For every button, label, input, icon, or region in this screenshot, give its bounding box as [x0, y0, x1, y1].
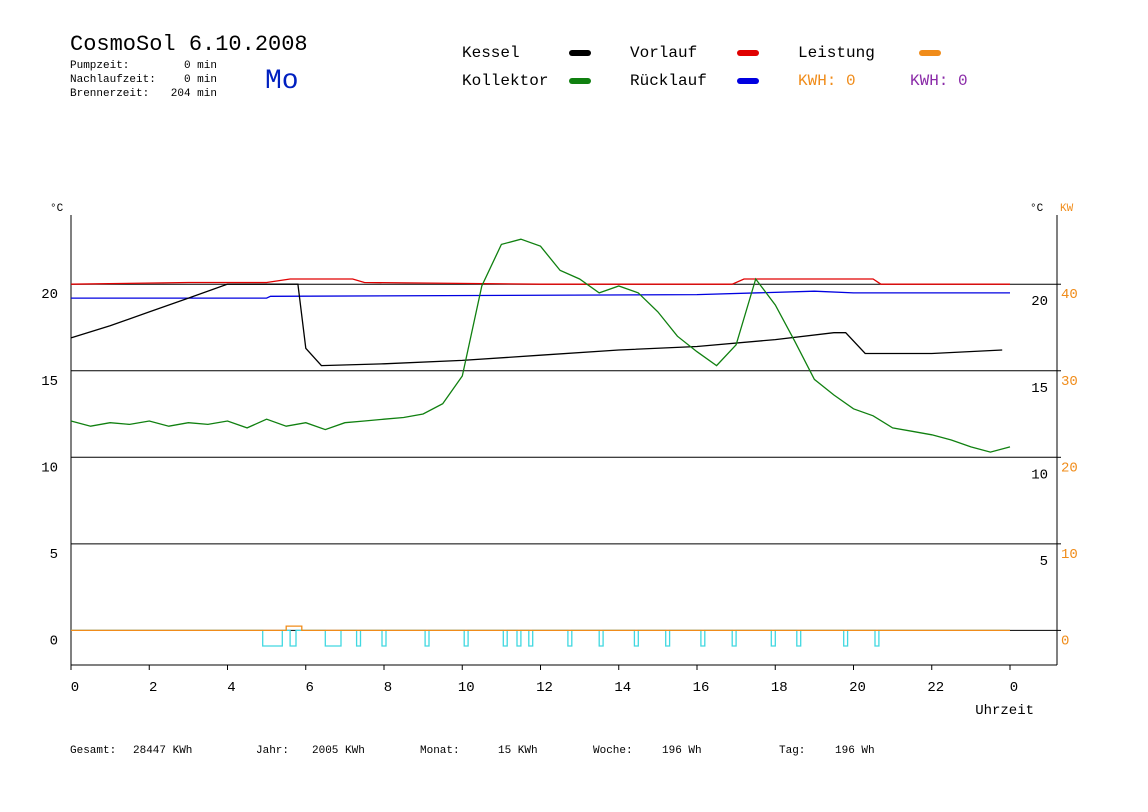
x-tick-label: 0: [71, 680, 79, 696]
legend-label: Kollektor: [462, 72, 548, 90]
title: CosmoSol 6.10.2008: [70, 32, 308, 57]
x-tick-label: 10: [458, 680, 475, 696]
legend-label: Leistung: [798, 44, 875, 62]
footer-label: Monat:: [420, 745, 460, 757]
footer-label: Tag:: [779, 745, 805, 757]
x-tick-label: 14: [614, 680, 631, 696]
y-tick-label: 5: [50, 547, 58, 563]
legend-label: Rücklauf: [630, 72, 707, 90]
x-tick-label: 0: [1010, 680, 1018, 696]
series-line: [70, 238, 1011, 453]
y-tick-label: 15: [41, 374, 58, 390]
x-tick-label: 16: [693, 680, 710, 696]
legend-label: Vorlauf: [630, 44, 697, 62]
series-line: [70, 283, 1003, 367]
y2-tick-label: 10: [1061, 547, 1078, 563]
info-label: Nachlaufzeit:: [70, 74, 156, 86]
y2-tick-label: 0: [1061, 633, 1069, 649]
y2-tick-label: 40: [1061, 287, 1078, 303]
x-tick-label: 6: [306, 680, 314, 696]
x-tick-label: 12: [536, 680, 553, 696]
y2-label: KW: [1060, 203, 1074, 215]
footer-value: 15 KWh: [498, 745, 538, 757]
y-unit: °C: [50, 203, 64, 215]
footer-value: 28447 KWh: [133, 745, 192, 757]
series-line: [70, 278, 1010, 285]
series-line: [71, 629, 1010, 647]
y2-unit: °C: [1030, 203, 1044, 215]
info-value: 204 min: [171, 88, 217, 100]
footer-label: Jahr:: [256, 745, 289, 757]
footer-label: Woche:: [593, 745, 633, 757]
x-tick-label: 4: [227, 680, 235, 696]
info-value: 0 min: [184, 74, 217, 86]
x-tick-label: 18: [771, 680, 788, 696]
series-line: [71, 625, 1010, 632]
y-tick-label: 20: [41, 287, 58, 303]
weekday: Mo: [265, 66, 299, 97]
series-line: [71, 290, 1010, 299]
x-tick-label: 2: [149, 680, 157, 696]
y-tick-label: 0: [50, 633, 58, 649]
footer-value: 196 Wh: [662, 745, 702, 757]
y-tick-label: 10: [41, 460, 58, 476]
y-right-tick-label: 5: [1040, 554, 1048, 570]
y-right-tick-label: 20: [1031, 294, 1048, 310]
info-label: Brennerzeit:: [70, 88, 149, 100]
annotation: KWH: 0: [798, 72, 856, 90]
legend-label: Kessel: [462, 44, 520, 62]
footer-value: 2005 KWh: [312, 745, 365, 757]
x-tick-label: 22: [927, 680, 944, 696]
x-tick-label: 8: [384, 680, 392, 696]
y2-tick-label: 20: [1061, 460, 1078, 476]
y-right-tick-label: 10: [1031, 467, 1048, 483]
x-tick-label: 20: [849, 680, 866, 696]
footer-label: Gesamt:: [70, 745, 116, 757]
footer-value: 196 Wh: [835, 745, 875, 757]
x-label: Uhrzeit: [975, 703, 1034, 719]
info-label: Pumpzeit:: [70, 60, 129, 72]
annotation: KWH: 0: [910, 72, 968, 90]
y2-tick-label: 30: [1061, 374, 1078, 390]
info-value: 0 min: [184, 60, 217, 72]
y-right-tick-label: 15: [1031, 381, 1048, 397]
